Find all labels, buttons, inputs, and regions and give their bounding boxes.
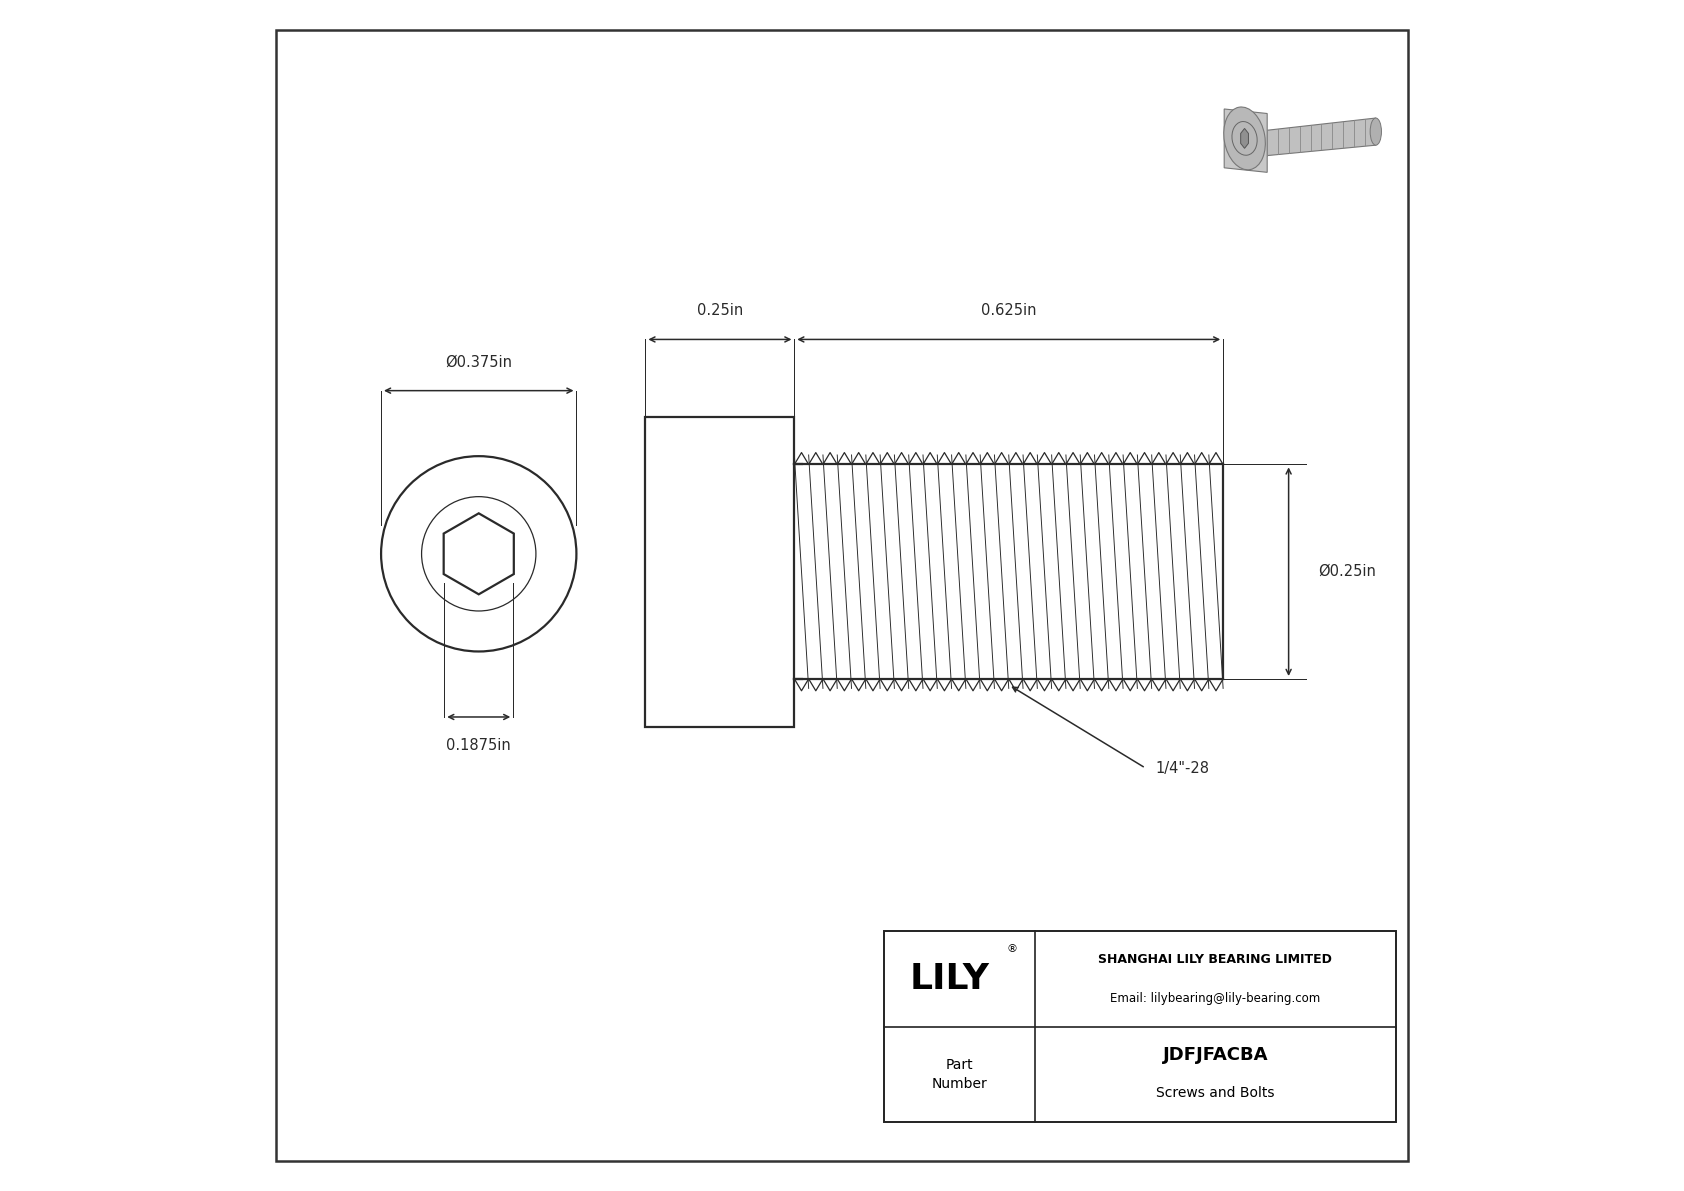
Text: Ø0.25in: Ø0.25in bbox=[1319, 565, 1376, 579]
Text: SHANGHAI LILY BEARING LIMITED: SHANGHAI LILY BEARING LIMITED bbox=[1098, 954, 1332, 966]
Text: 0.625in: 0.625in bbox=[982, 303, 1036, 318]
Text: 1/4"-28: 1/4"-28 bbox=[1155, 761, 1209, 775]
Polygon shape bbox=[1224, 110, 1266, 173]
Text: 0.25in: 0.25in bbox=[697, 303, 743, 318]
Bar bbox=[884, 931, 1396, 1122]
Text: Ø0.375in: Ø0.375in bbox=[445, 354, 512, 369]
Polygon shape bbox=[1266, 118, 1376, 156]
Text: JDFJFACBA: JDFJFACBA bbox=[1162, 1046, 1268, 1065]
Polygon shape bbox=[1241, 129, 1248, 149]
Ellipse shape bbox=[1371, 118, 1381, 145]
Text: LILY: LILY bbox=[909, 962, 990, 996]
Text: Email: lilybearing@lily-bearing.com: Email: lilybearing@lily-bearing.com bbox=[1110, 992, 1320, 1004]
Text: ®: ® bbox=[1005, 944, 1017, 954]
Bar bbox=[645, 417, 795, 727]
Ellipse shape bbox=[1224, 107, 1265, 170]
Text: Part
Number: Part Number bbox=[931, 1058, 987, 1091]
Text: Screws and Bolts: Screws and Bolts bbox=[1155, 1086, 1275, 1100]
Text: 0.1875in: 0.1875in bbox=[446, 738, 512, 754]
